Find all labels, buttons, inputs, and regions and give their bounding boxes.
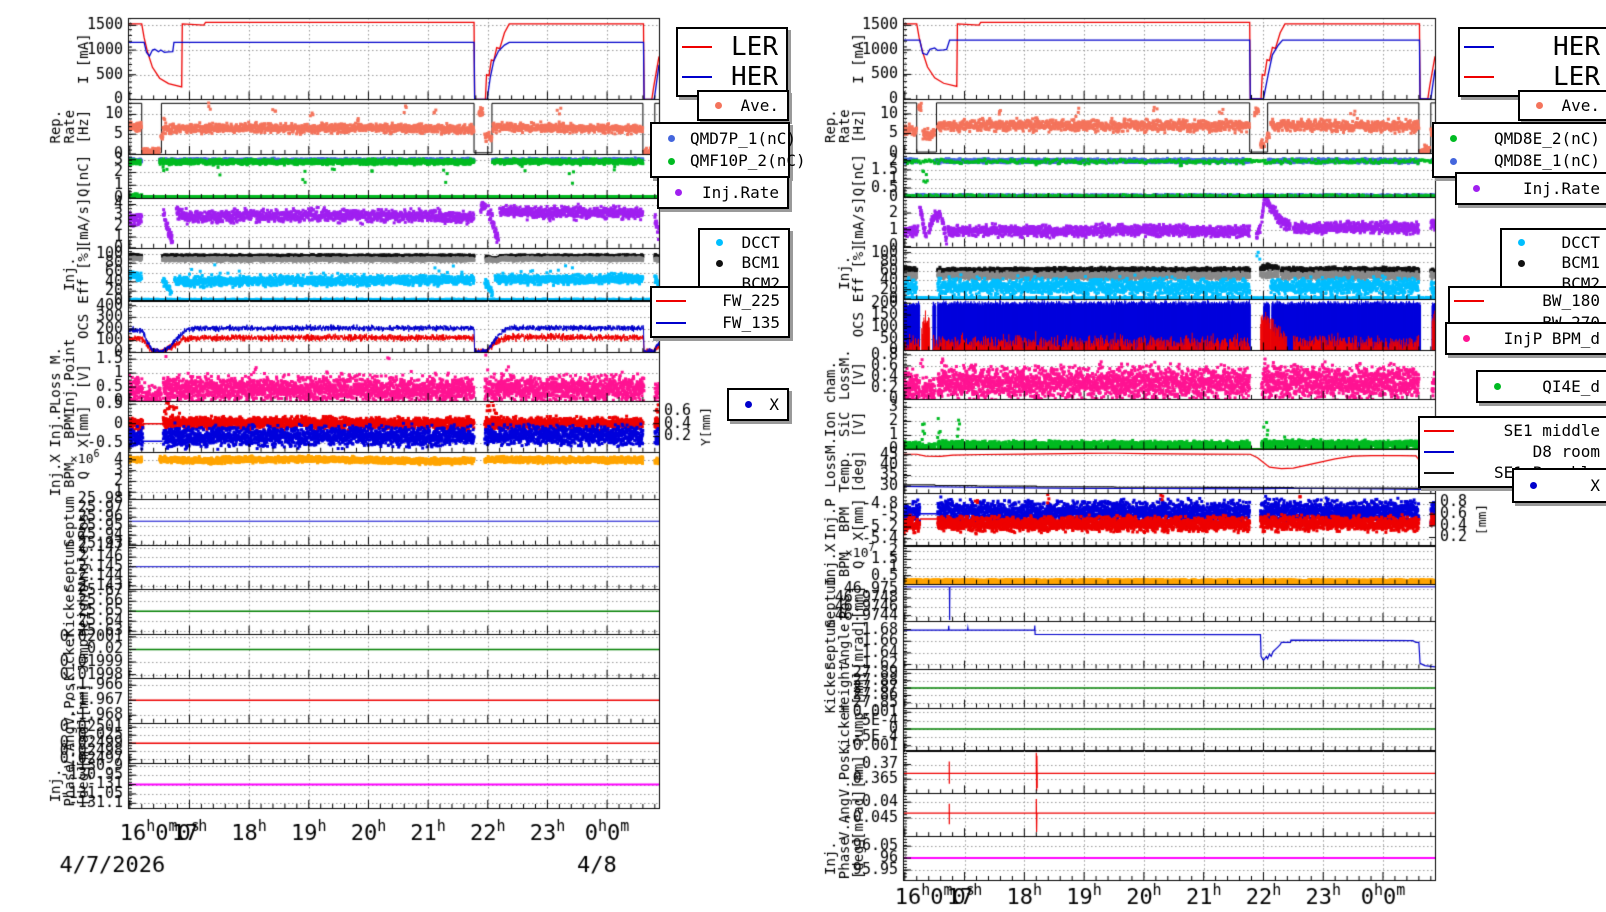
legend-item: HER xyxy=(1460,34,1606,60)
ave-dot-swatch-icon xyxy=(699,102,737,109)
legend-item: SE1 middle xyxy=(1420,423,1606,439)
legend-label: DCCT xyxy=(1561,232,1600,252)
dcct-dot-swatch-icon xyxy=(1502,239,1540,246)
legend-charge: QMD8E_2(nC) QMD8E_1(nC) xyxy=(1432,122,1606,178)
se1-middle-line-swatch-icon xyxy=(1420,430,1458,432)
ler-line-swatch-icon xyxy=(678,45,716,48)
legend-item: BW_180 xyxy=(1450,293,1606,309)
legend-item: InjP BPM_d xyxy=(1447,328,1606,348)
legend-current: HER LER xyxy=(1458,27,1606,97)
legend-label: LER xyxy=(731,31,778,62)
legend-inj-rate: Inj.Rate xyxy=(1455,172,1606,205)
x-dot-swatch-icon xyxy=(1514,482,1552,489)
legend-item: HER xyxy=(678,64,786,90)
legend-item: QMD8E_1(nC) xyxy=(1434,153,1606,169)
legend-inj-rate: Inj.Rate xyxy=(657,176,789,209)
bcm1-dot-swatch-icon xyxy=(700,259,738,267)
legend-current: LER HER xyxy=(676,27,788,97)
qi4e-d-dot-swatch-icon xyxy=(1478,383,1516,390)
legend-bpm-x: X xyxy=(1512,468,1606,503)
legend-label: SE1 middle xyxy=(1503,421,1600,440)
ler-injection-panel: LER HER Ave. QMD7P_1(nC) QMF10P_2(nC) Inj.Rat… xyxy=(0,0,806,912)
x-dot-swatch-icon xyxy=(729,401,767,408)
legend-item: QMF10P_2(nC) xyxy=(652,153,806,169)
legend-label: HER xyxy=(1553,31,1600,62)
legend-label: BCM1 xyxy=(1561,253,1600,272)
legend-item: X xyxy=(1514,475,1606,495)
legend-rep-rate: Ave. xyxy=(1518,90,1606,121)
legend-label: HER xyxy=(731,62,778,93)
her-line-swatch-icon xyxy=(678,76,716,79)
legend-label: LER xyxy=(1553,62,1600,93)
legend-item: Inj.Rate xyxy=(659,182,787,202)
legend-rep-rate: Ave. xyxy=(697,90,789,121)
legend-item: Inj.Rate xyxy=(1457,178,1606,198)
legend-item: LER xyxy=(678,34,786,60)
legend-label: QI4E_d xyxy=(1542,376,1600,396)
legend-item: X xyxy=(729,394,787,414)
legend-label: InjP BPM_d xyxy=(1503,328,1600,348)
legend-label: QMD8E_1(nC) xyxy=(1494,151,1600,171)
legend-item: FW_225 xyxy=(652,293,788,309)
legend-label: Inj.Rate xyxy=(701,182,779,202)
ler-line-swatch-icon xyxy=(1460,76,1498,79)
legend-item: DCCT xyxy=(700,232,788,252)
inj-rate-dot-swatch-icon xyxy=(1457,185,1495,192)
legend-label: QMD8E_2(nC) xyxy=(1494,128,1600,148)
legend-item: BCM1 xyxy=(700,255,788,271)
legend-label: D8 room xyxy=(1532,442,1600,461)
legend-label: Ave. xyxy=(1561,95,1600,115)
bcm1-dot-swatch-icon xyxy=(1502,259,1540,267)
legend-injp-bpm: InjP BPM_d xyxy=(1445,322,1606,355)
legend-item: Ave. xyxy=(699,95,787,115)
legend-label: Ave. xyxy=(740,95,779,115)
legend-label: QMF10P_2(nC) xyxy=(690,151,806,171)
injp-bpm-d-dot-swatch-icon xyxy=(1447,335,1485,342)
legend-qi4e: QI4E_d xyxy=(1476,370,1606,403)
legend-label: Inj.Rate xyxy=(1522,178,1600,198)
qmd7p-1-nc-dot-swatch-icon xyxy=(652,135,690,143)
legend-label: X xyxy=(769,394,779,414)
legend-loss-monitor: FW_225 FW_135 xyxy=(650,286,790,338)
dcct-dot-swatch-icon xyxy=(700,239,738,246)
legend-item: QI4E_d xyxy=(1478,376,1606,396)
her-line-swatch-icon xyxy=(1460,45,1498,48)
qmf10p-2-nc-dot-swatch-icon xyxy=(652,157,690,165)
legend-label: QMD7P_1(nC) xyxy=(690,128,796,148)
ave-dot-swatch-icon xyxy=(1520,102,1558,109)
legend-label: BCM1 xyxy=(741,253,780,272)
legend-label: X xyxy=(1590,475,1600,495)
legend-item: BCM1 xyxy=(1502,255,1606,271)
legend-item: Ave. xyxy=(1520,95,1606,115)
bw-180-line-swatch-icon xyxy=(1450,300,1488,303)
legend-charge: QMD7P_1(nC) QMF10P_2(nC) xyxy=(650,122,806,178)
legend-label: FW_135 xyxy=(722,312,780,332)
legend-item: LER xyxy=(1460,64,1606,90)
legend-item: D8 room xyxy=(1420,444,1606,460)
fw-135-line-swatch-icon xyxy=(652,321,690,324)
qmd8e-1-nc-dot-swatch-icon xyxy=(1434,157,1472,165)
legend-label: BW_180 xyxy=(1542,291,1600,311)
legend-item: DCCT xyxy=(1502,232,1606,252)
legend-item: QMD8E_2(nC) xyxy=(1434,128,1606,148)
se1-p-cable-line-swatch-icon xyxy=(1420,472,1458,474)
her-injection-panel: HER LER Ave. QMD8E_2(nC) QMD8E_1(nC) Inj.Rate… xyxy=(800,0,1606,912)
legend-label: DCCT xyxy=(741,232,780,252)
legend-item: QMD7P_1(nC) xyxy=(652,130,796,147)
d8-room-line-swatch-icon xyxy=(1420,451,1458,453)
qmd8e-2-nc-dot-swatch-icon xyxy=(1434,135,1472,143)
legend-bpm-x: X xyxy=(727,388,789,421)
fw-225-line-swatch-icon xyxy=(652,300,690,303)
inj-rate-dot-swatch-icon xyxy=(659,189,697,196)
legend-label: FW_225 xyxy=(722,291,780,311)
legend-item: FW_135 xyxy=(652,312,788,332)
